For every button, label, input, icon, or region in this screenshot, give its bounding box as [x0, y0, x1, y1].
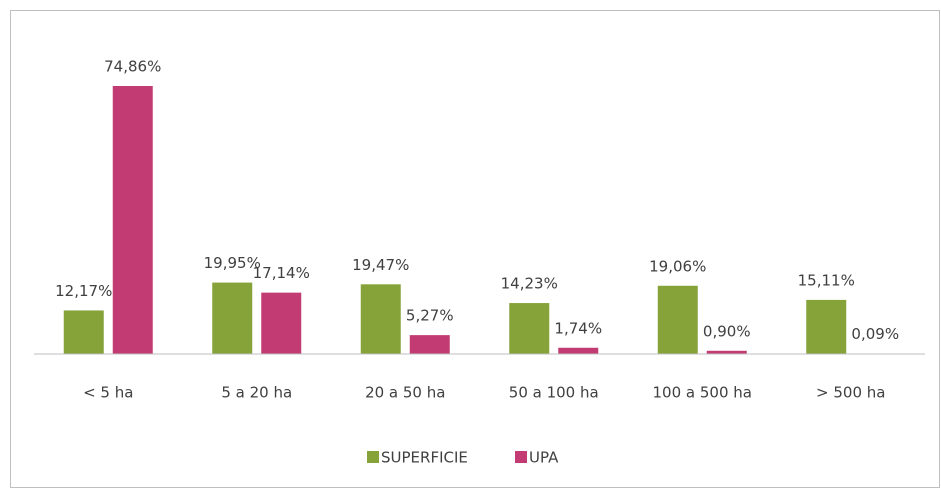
legend-swatch [515, 451, 527, 463]
value-label: 5,27% [406, 307, 454, 325]
bar [509, 303, 550, 354]
value-label: 19,06% [649, 257, 706, 275]
value-label: 0,09% [851, 325, 899, 343]
bar [360, 284, 401, 354]
x-tick-label: 50 a 100 ha [509, 384, 599, 402]
value-label: 14,23% [501, 275, 558, 293]
value-label: 15,11% [798, 271, 855, 289]
x-tick-label: < 5 ha [83, 384, 133, 402]
bar [112, 86, 153, 354]
bar [657, 285, 698, 354]
value-label: 12,17% [55, 282, 112, 300]
bar [706, 350, 747, 354]
bar [212, 282, 253, 354]
bar [806, 299, 847, 354]
chart-frame [10, 10, 940, 488]
x-tick-label: 20 a 50 ha [365, 384, 445, 402]
value-label: 0,90% [703, 322, 751, 340]
value-label: 74,86% [104, 58, 161, 76]
x-tick-label: 100 a 500 ha [653, 384, 752, 402]
bar [409, 335, 450, 354]
bar [261, 292, 302, 354]
legend-label: UPA [529, 449, 559, 467]
value-label: 19,47% [352, 256, 409, 274]
x-tick-label: > 500 ha [816, 384, 885, 402]
bar [63, 310, 104, 354]
legend-label: SUPERFICIE [381, 449, 468, 467]
legend-swatch [367, 451, 379, 463]
x-tick-label: 5 a 20 ha [221, 384, 292, 402]
value-label: 1,74% [554, 319, 602, 337]
bar [558, 347, 599, 354]
value-label: 19,95% [204, 254, 261, 272]
value-label: 17,14% [253, 264, 310, 282]
